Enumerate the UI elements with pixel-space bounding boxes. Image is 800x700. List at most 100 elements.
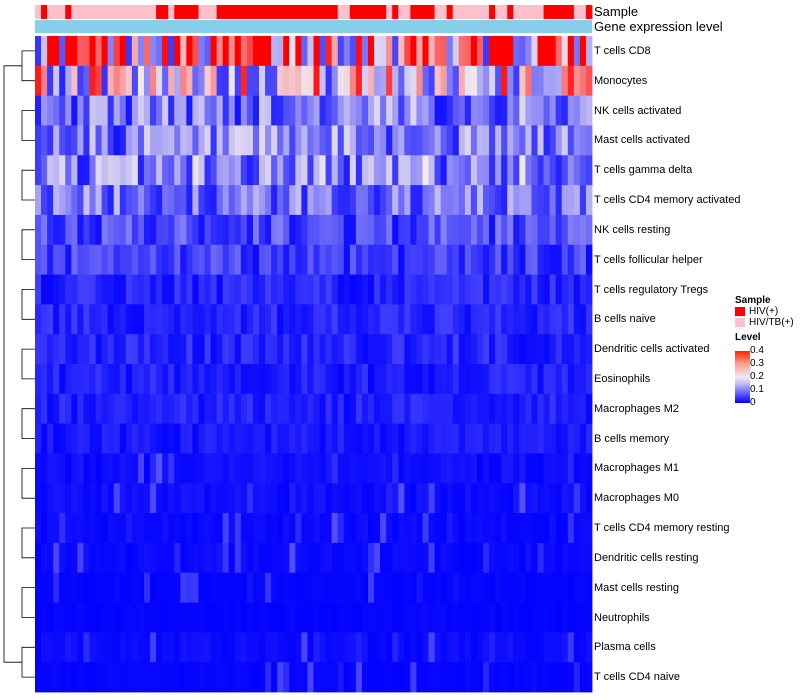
heatmap-cell [150, 65, 157, 97]
heatmap-cell [331, 453, 339, 484]
heatmap-cell [507, 304, 514, 335]
heatmap-cell [519, 602, 526, 633]
heatmap-cell [470, 662, 478, 693]
heatmap-cell [446, 393, 454, 425]
heatmap-cell [168, 185, 175, 216]
heatmap-cell [59, 632, 66, 663]
heatmap-cell [525, 632, 532, 663]
heatmap-cell [65, 602, 72, 633]
heatmap-cell [198, 65, 205, 97]
heatmap-cell [192, 244, 199, 275]
heatmap-cell [380, 632, 387, 663]
heatmap-cell [355, 155, 363, 186]
heatmap-cell [380, 542, 387, 574]
heatmap-cell [59, 36, 66, 67]
heatmap-cell [525, 274, 532, 305]
heatmap-cell [573, 65, 581, 97]
sample-cell [349, 5, 357, 19]
heatmap-cell [343, 542, 351, 574]
heatmap-cell [265, 632, 272, 663]
heatmap-cell [501, 513, 508, 544]
heatmap-cell [464, 602, 472, 633]
heatmap-cell [543, 214, 551, 246]
heatmap-cell [386, 453, 393, 484]
heatmap-cell [446, 483, 454, 514]
heatmap-cell [579, 662, 587, 693]
heatmap-cell [483, 65, 490, 97]
heatmap-cell [53, 304, 60, 335]
heatmap-cell [440, 572, 448, 603]
heatmap-cell [440, 513, 448, 544]
heatmap-cell [507, 65, 514, 97]
heatmap-cell [119, 632, 127, 663]
heatmap-cell [174, 602, 181, 633]
heatmap-cell [192, 214, 199, 246]
heatmap-cell [355, 513, 363, 544]
heatmap-cell [277, 125, 284, 156]
heatmap-cell [77, 274, 84, 305]
heatmap-cell [416, 662, 423, 693]
heatmap-cell [343, 274, 351, 305]
heatmap-cell [192, 334, 199, 365]
heatmap-cell [501, 274, 508, 305]
heatmap-cell [180, 423, 187, 454]
heatmap-cell [543, 65, 551, 97]
heatmap-cell [458, 65, 466, 97]
heatmap-cell [301, 483, 308, 514]
heatmap-cell [585, 274, 593, 305]
heatmap-cell [119, 304, 127, 335]
heatmap-cell [325, 185, 333, 216]
heatmap-cell [367, 36, 375, 67]
heatmap-cell [252, 125, 260, 156]
heatmap-cell [162, 95, 169, 126]
legend: Sample HIV(+) HIV/TB(+) Level 0.4 0.3 0.… [735, 295, 800, 409]
heatmap-cell [204, 632, 211, 663]
heatmap-cell [301, 185, 308, 216]
heatmap-cell [325, 125, 333, 156]
heatmap-cell [313, 364, 320, 395]
heatmap-cell [77, 602, 84, 633]
heatmap-cell [252, 95, 260, 126]
heatmap-cell [265, 36, 272, 67]
heatmap-cell [59, 453, 66, 484]
heatmap-cell [446, 662, 454, 693]
heatmap-cell [452, 662, 460, 693]
heatmap-cell [210, 304, 218, 335]
heatmap-cell [422, 214, 429, 246]
heatmap-cell [367, 334, 375, 365]
heatmap-cell [513, 125, 520, 156]
heatmap-cell [65, 334, 72, 365]
heatmap-cell [271, 572, 278, 603]
heatmap-cell [77, 36, 84, 67]
row-label: Macrophages M1 [594, 462, 679, 475]
heatmap-cell [573, 513, 581, 544]
heatmap-cell [458, 244, 466, 275]
heatmap-cell [228, 364, 236, 395]
heatmap-cell [222, 155, 230, 186]
heatmap-cell [125, 185, 133, 216]
row-label: B cells naive [594, 313, 656, 326]
heatmap-cell [113, 185, 121, 216]
heatmap-cell [531, 65, 538, 97]
heatmap-cell [180, 453, 187, 484]
heatmap-cell [204, 513, 211, 544]
heatmap-cell [537, 125, 544, 156]
heatmap-cell [410, 155, 417, 186]
heatmap-cell [259, 155, 266, 186]
heatmap-cell [240, 334, 248, 365]
heatmap-cell [156, 244, 163, 275]
heatmap-cell [283, 632, 290, 663]
heatmap-cell [240, 602, 248, 633]
heatmap-cell [131, 483, 139, 514]
heatmap-cell [192, 393, 199, 425]
heatmap-cell [216, 36, 224, 67]
heatmap-cell [531, 423, 538, 454]
heatmap-cell [180, 662, 187, 693]
heatmap-cell [555, 155, 563, 186]
heatmap-cell [113, 304, 121, 335]
heatmap-cell [410, 304, 417, 335]
heatmap-cell [265, 393, 272, 425]
heatmap-cell [361, 304, 369, 335]
heatmap-cell [319, 572, 326, 603]
heatmap-cell [174, 95, 181, 126]
